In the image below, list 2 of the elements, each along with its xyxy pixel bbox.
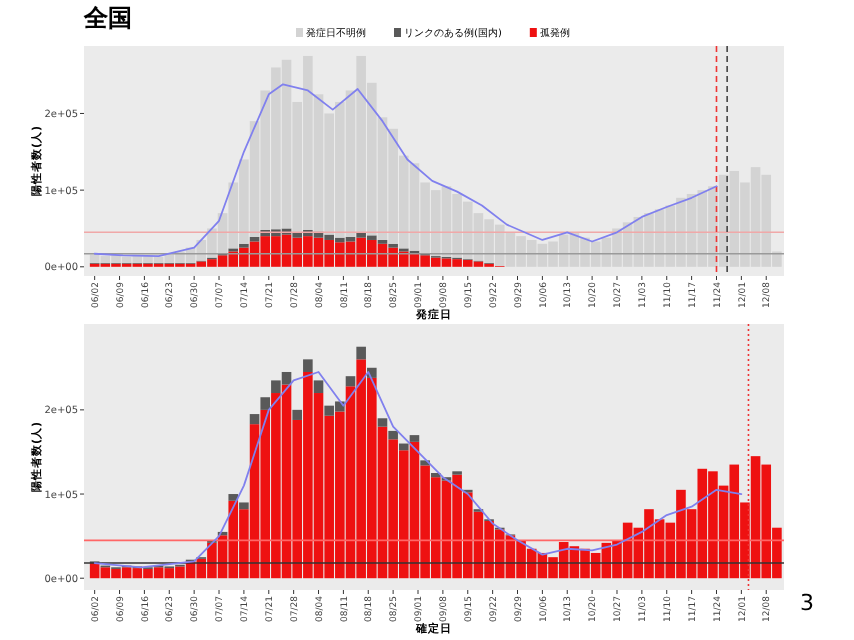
chart-title: 全国 bbox=[82, 4, 132, 32]
text: 3 bbox=[800, 590, 814, 616]
